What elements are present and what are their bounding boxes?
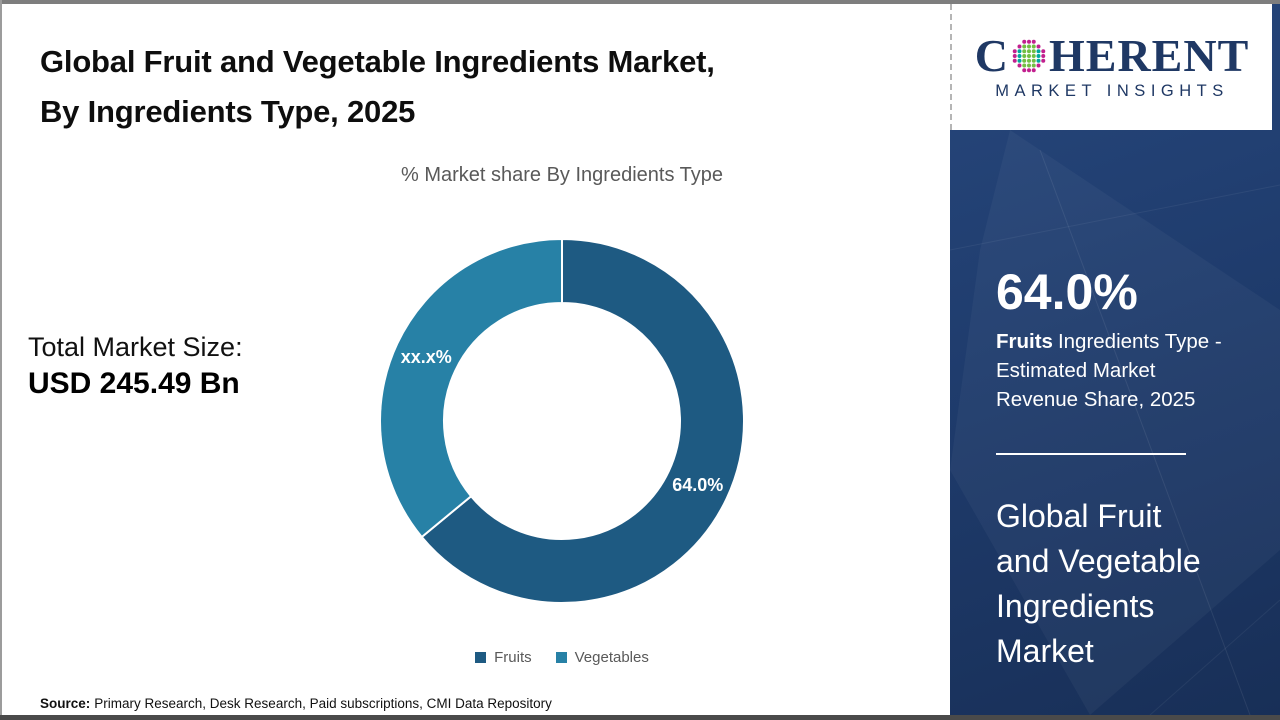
source-label: Source: xyxy=(40,696,91,711)
stat-desc-bold: Fruits xyxy=(996,330,1053,353)
source-text: Primary Research, Desk Research, Paid su… xyxy=(94,696,552,711)
brand-tagline: MARKET INSIGHTS xyxy=(995,82,1229,100)
slice-label-vegetables: xx.x% xyxy=(401,347,452,367)
chart-title: % Market share By Ingredients Type xyxy=(400,164,723,186)
stat-desc-rest: Ingredients Type - Estimated Market Reve… xyxy=(996,330,1222,411)
total-market-value: USD 245.49 Bn xyxy=(28,367,240,400)
stat-description: Fruits Ingredients Type - Estimated Marke… xyxy=(996,327,1234,414)
sidebar: 64.0% Fruits Ingredients Type - Estimated… xyxy=(950,4,1280,715)
donut-slice-fruits xyxy=(420,237,745,604)
globe-dots-icon xyxy=(1012,39,1046,73)
bottom-border-bar xyxy=(0,715,1280,720)
total-market-label: Total Market Size: xyxy=(28,332,243,362)
divider-line xyxy=(996,453,1186,455)
logo-text-herent: HERENT xyxy=(1048,30,1250,81)
brand-logo: C HERENT MARKET INSIGHTS xyxy=(950,4,1272,130)
donut-slice-vegetables xyxy=(379,237,563,539)
main-content: Global Fruit and Vegetable Ingredients M… xyxy=(2,4,950,715)
page-title-line2: By Ingredients Type, 2025 xyxy=(40,94,416,129)
donut-chart: 64.0% xx.x% xyxy=(379,237,745,604)
sidebar-panel: 64.0% Fruits Ingredients Type - Estimated… xyxy=(950,130,1280,715)
page-title: Global Fruit and Vegetable Ingredients M… xyxy=(40,37,920,137)
legend-label: Fruits xyxy=(494,649,532,666)
top-border-bar xyxy=(0,0,1280,4)
legend-label: Vegetables xyxy=(574,649,649,666)
brand-wordmark: C HERENT xyxy=(975,33,1250,79)
source-note: Source: Primary Research, Desk Research, … xyxy=(40,695,552,713)
sidebar-market-name: Global Fruit and Vegetable Ingredients M… xyxy=(996,498,1201,669)
page-title-line1: Global Fruit and Vegetable Ingredients M… xyxy=(40,44,715,79)
left-border-line xyxy=(0,0,2,720)
logo-text-c: C xyxy=(974,30,1009,81)
legend-swatch xyxy=(475,652,487,663)
chart-legend: Fruits Vegetables xyxy=(282,649,842,666)
legend-swatch xyxy=(555,652,567,663)
total-market-size: Total Market Size: USD 245.49 Bn xyxy=(28,330,243,403)
world-map-texture xyxy=(950,130,1280,715)
slice-label-fruits: 64.0% xyxy=(672,475,723,495)
legend-item-vegetables: Vegetables xyxy=(555,649,649,666)
legend-item-fruits: Fruits xyxy=(475,649,532,666)
stat-value: 64.0% xyxy=(996,264,1138,320)
